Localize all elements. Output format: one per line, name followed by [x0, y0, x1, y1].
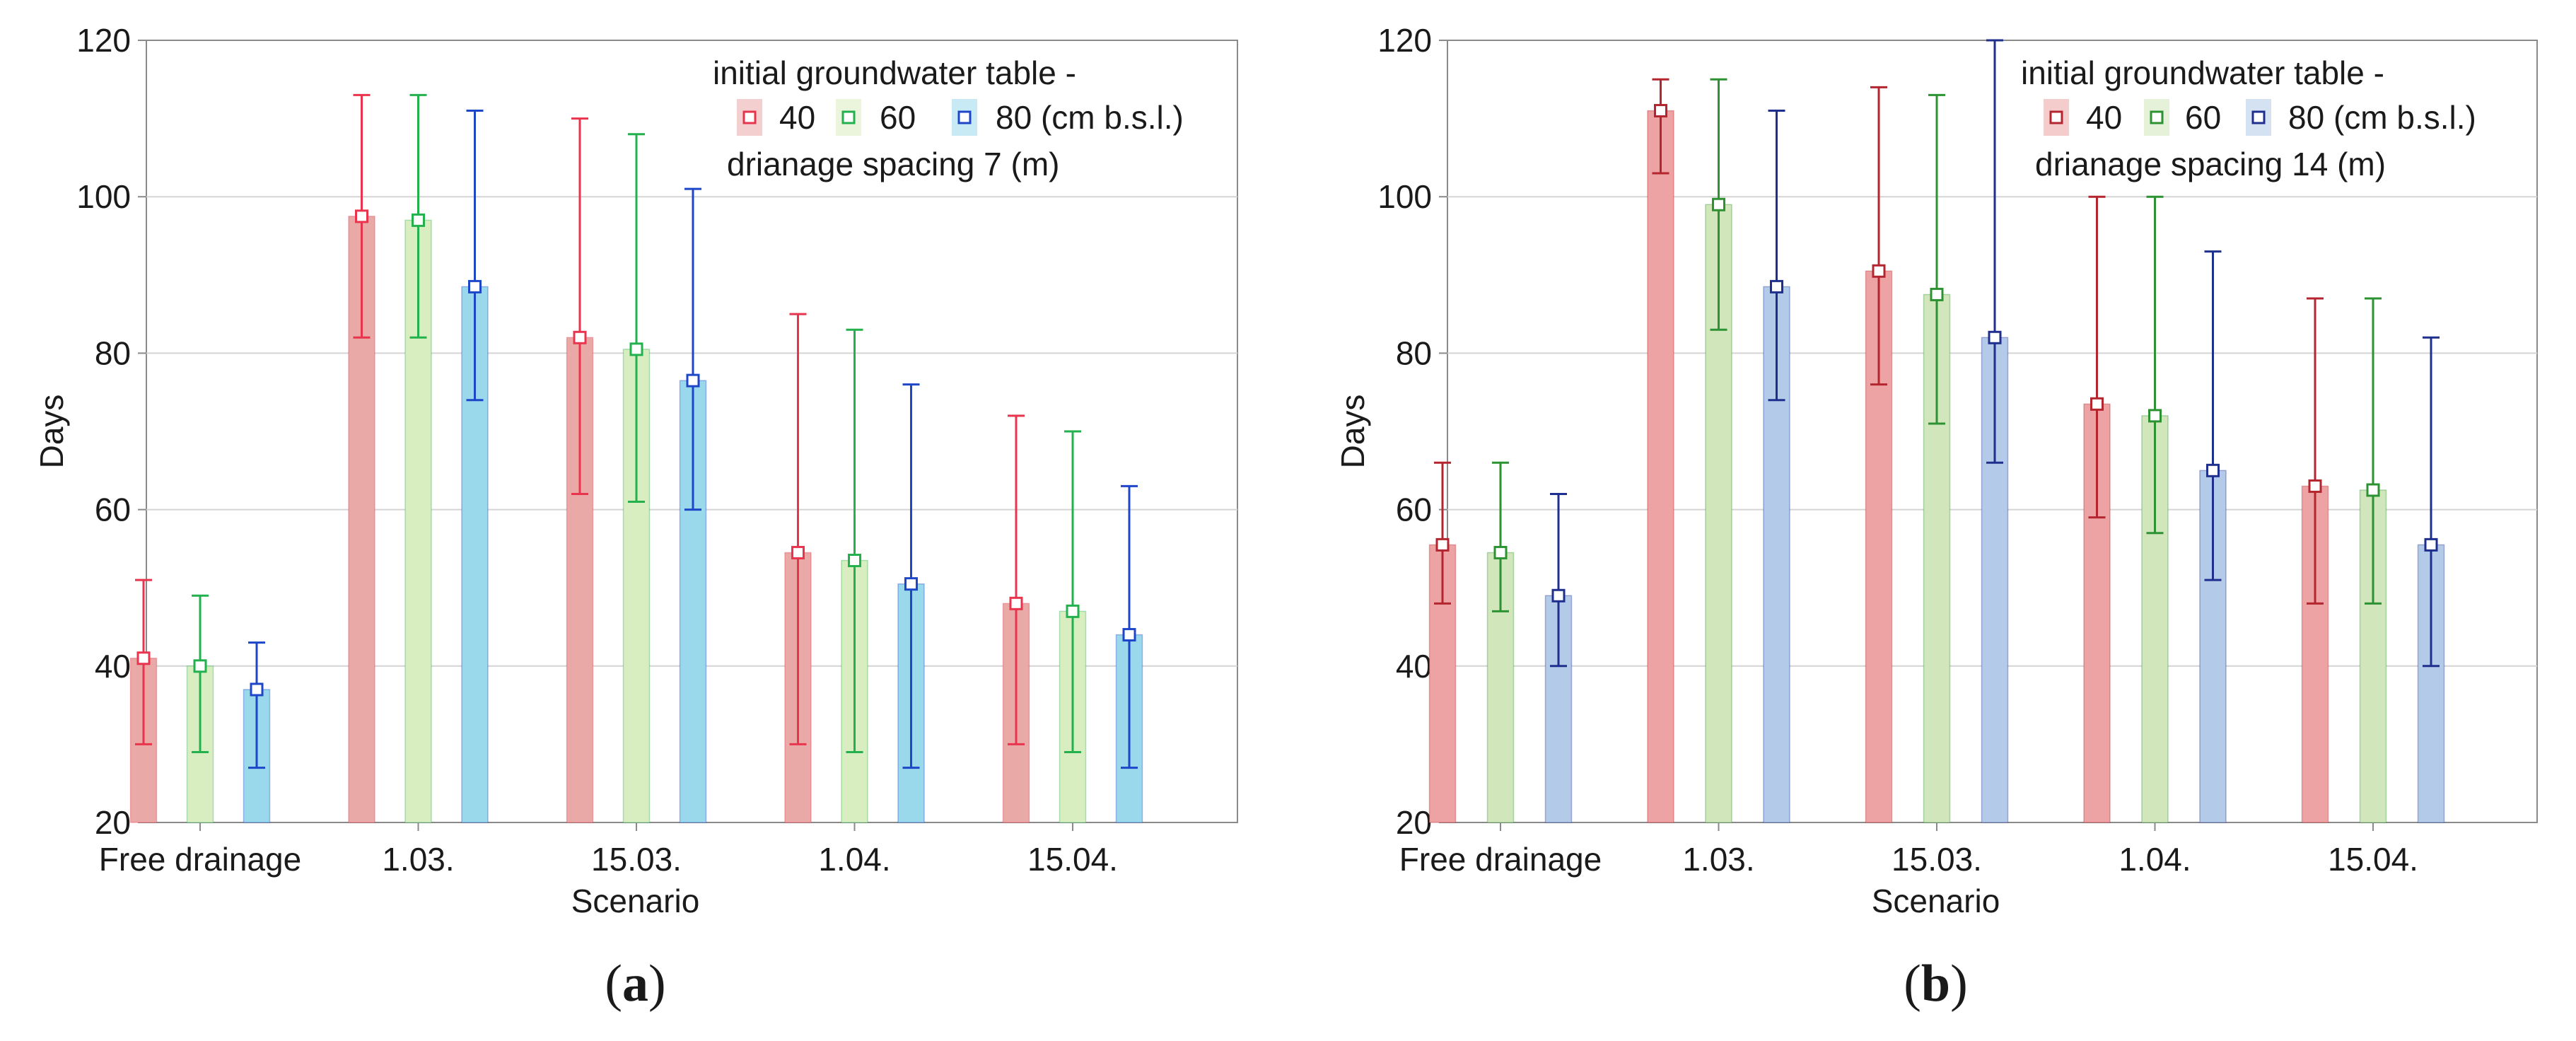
bar-40-1 [1647, 110, 1674, 823]
x-axis-label: Scenario [1872, 883, 2000, 919]
mean-marker-60-3 [2148, 409, 2162, 423]
legend-entry-60: 60 [2185, 99, 2221, 136]
legend-marker-80 [2251, 110, 2266, 124]
mean-marker-40-4 [2308, 479, 2322, 493]
mean-marker-80-0 [1551, 588, 1566, 603]
mean-marker-80-3 [2206, 463, 2220, 477]
bar-80-0 [1544, 595, 1573, 823]
y-tick-label: 60 [95, 492, 131, 528]
mean-marker-40-3 [791, 545, 805, 559]
y-tick-label: 40 [95, 648, 131, 685]
legend-entry-80: 80 (cm b.s.l.) [996, 99, 1184, 136]
y-tick-label: 120 [76, 22, 131, 59]
y-tick-label: 60 [1396, 492, 1432, 528]
x-tick-label: 15.03. [1892, 841, 1982, 878]
legend-title: initial groundwater table - [713, 54, 1076, 91]
panel-label: (b) [1904, 955, 1967, 1013]
mean-marker-60-2 [1930, 287, 1944, 301]
x-tick-label: 15.04. [2328, 841, 2418, 878]
mean-marker-80-2 [1988, 330, 2002, 344]
chart-panel-a: 20 40 60 80 100 120 Free drainage 1.03. 15.03. 1.… [33, 22, 1238, 1013]
legend-entry-60: 60 [880, 99, 916, 136]
y-tick-label: 40 [1396, 648, 1432, 685]
legend-entry-40: 40 [779, 99, 815, 136]
mean-marker-60-4 [1066, 604, 1080, 618]
y-axis-label: Days [1334, 395, 1371, 469]
legend-subtitle: drianage spacing 7 (m) [727, 146, 1059, 182]
mean-marker-60-1 [412, 213, 425, 227]
mean-marker-40-2 [1872, 264, 1886, 278]
mean-marker-80-3 [904, 577, 918, 591]
y-tick-label: 100 [76, 178, 131, 215]
x-axis-label: Scenario [571, 883, 700, 919]
mean-marker-40-1 [1654, 104, 1667, 118]
x-tick-label: Free drainage [1399, 841, 1602, 878]
mean-marker-80-4 [2424, 537, 2438, 552]
y-tick-label: 80 [95, 335, 131, 371]
mean-marker-60-3 [848, 553, 861, 567]
mean-marker-80-1 [1770, 279, 1783, 293]
mean-marker-60-1 [1712, 197, 1725, 211]
legend-marker-40 [742, 110, 757, 124]
legend-marker-40 [2049, 110, 2063, 124]
mean-marker-40-3 [2090, 397, 2104, 411]
x-tick-label: 15.04. [1027, 841, 1118, 878]
mean-marker-60-4 [2366, 483, 2380, 497]
legend-title: initial groundwater table - [2021, 54, 2384, 91]
x-tick-label: 15.03. [591, 841, 682, 878]
mean-marker-40-0 [136, 651, 151, 665]
panel-label: (a) [605, 955, 665, 1013]
mean-marker-80-2 [686, 373, 700, 388]
y-tick-label: 20 [1396, 804, 1432, 841]
legend-entry-80: 80 (cm b.s.l.) [2288, 99, 2476, 136]
legend-marker-80 [957, 110, 972, 124]
y-tick-label: 120 [1377, 22, 1432, 59]
mean-marker-40-1 [355, 209, 368, 223]
y-tick-label: 100 [1377, 178, 1432, 215]
y-tick-label: 20 [95, 804, 131, 841]
mean-marker-80-1 [468, 279, 482, 293]
x-tick-label: 1.03. [382, 841, 454, 878]
x-tick-label: 1.04. [2119, 841, 2191, 878]
chart-panel-b: 20 40 60 80 100 120 Free drainage 1.03. 15.03. 1.… [1334, 22, 2538, 1013]
y-tick-label: 80 [1396, 335, 1432, 371]
x-tick-label: 1.03. [1682, 841, 1754, 878]
mean-marker-40-0 [1435, 537, 1450, 552]
mean-marker-60-2 [629, 342, 643, 356]
x-tick-label: Free drainage [99, 841, 301, 878]
mean-marker-40-4 [1009, 596, 1023, 610]
legend-subtitle: drianage spacing 14 (m) [2035, 146, 2386, 182]
mean-marker-80-0 [250, 682, 264, 697]
mean-marker-80-4 [1122, 628, 1136, 642]
mean-marker-40-2 [573, 330, 587, 344]
mean-marker-60-0 [1493, 545, 1508, 559]
legend-marker-60 [841, 110, 856, 124]
mean-marker-60-0 [193, 659, 207, 673]
legend-marker-60 [2150, 110, 2164, 124]
legend-entry-40: 40 [2086, 99, 2122, 136]
y-axis-label: Days [33, 395, 70, 469]
x-tick-label: 1.04. [818, 841, 890, 878]
